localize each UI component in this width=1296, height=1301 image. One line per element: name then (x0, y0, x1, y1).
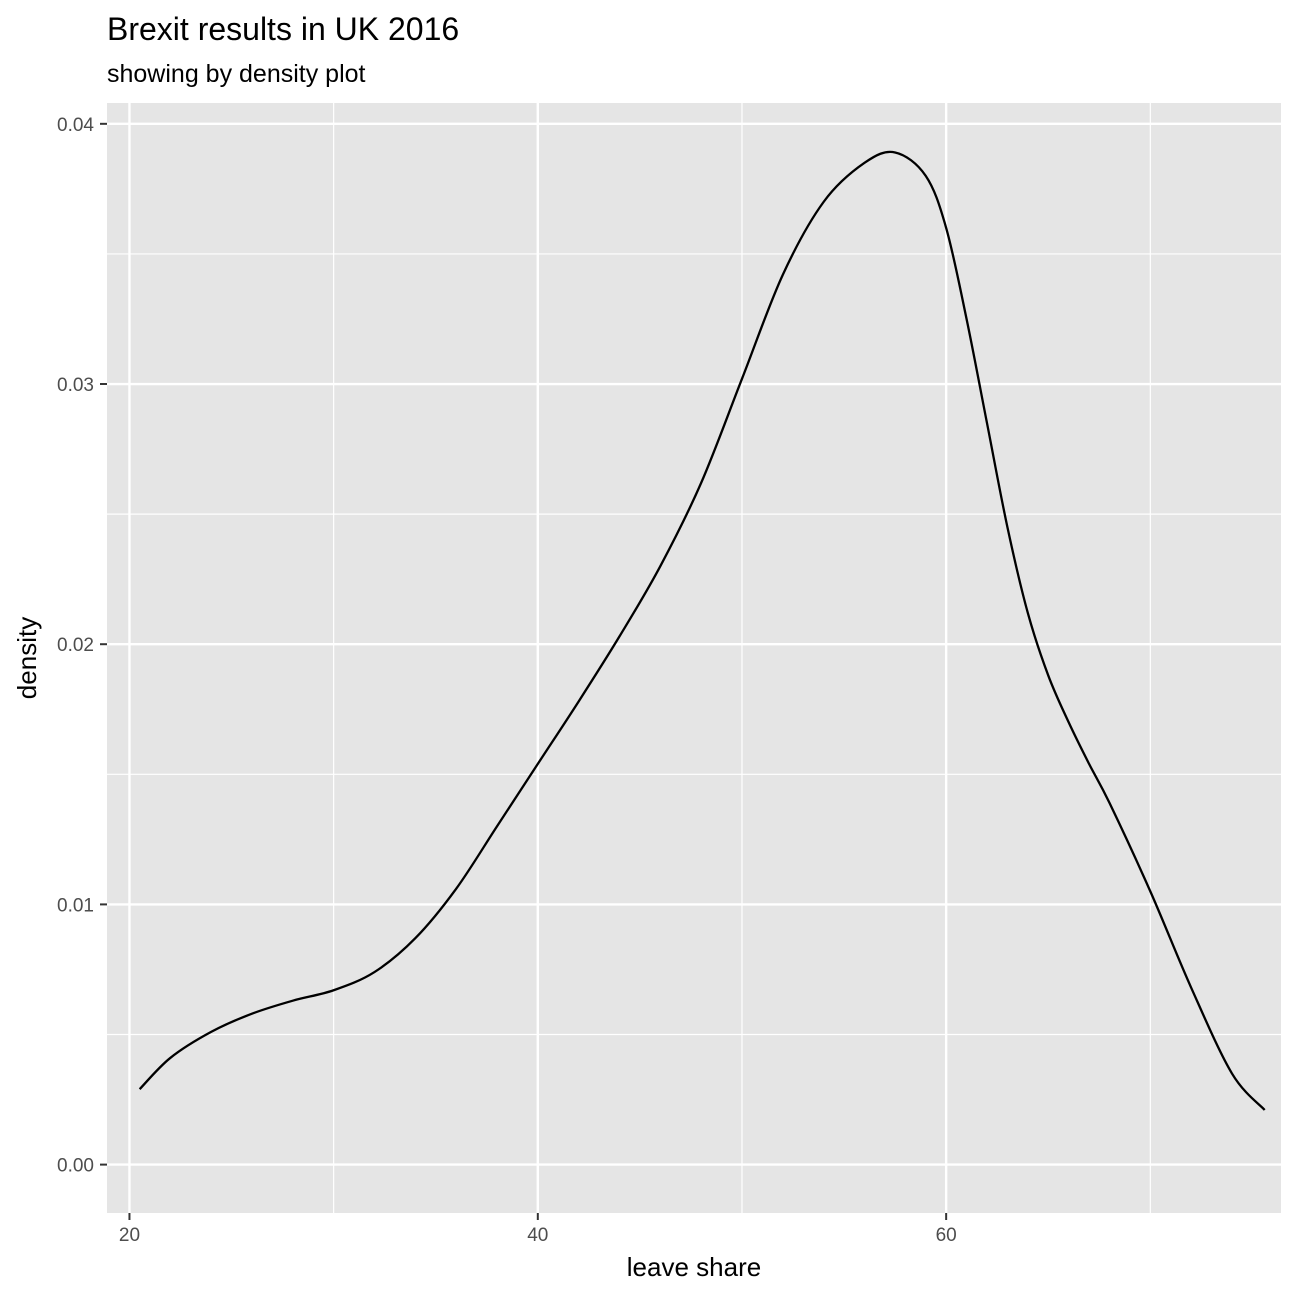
y-axis-title: density (12, 617, 42, 699)
x-tick-label: 40 (527, 1225, 548, 1246)
plot-panel (107, 103, 1281, 1213)
y-tick-label: 0.01 (57, 895, 94, 916)
density-curve (138, 150, 1266, 1111)
minor-gridlines (107, 103, 1281, 1213)
x-tick-label: 60 (936, 1225, 957, 1246)
chart-title: Brexit results in UK 2016 (107, 11, 459, 47)
x-tick-label: 20 (119, 1225, 140, 1246)
chart-subtitle: showing by density plot (107, 60, 366, 88)
major-gridlines (107, 103, 1281, 1213)
y-tick-label: 0.02 (57, 635, 94, 656)
y-tick-label: 0.00 (57, 1156, 94, 1177)
x-axis-title: leave share (627, 1252, 761, 1282)
series-layer (138, 150, 1266, 1111)
y-tick-label: 0.04 (57, 115, 94, 136)
y-axis: 0.00 0.01 0.02 0.03 0.04 (57, 115, 107, 1177)
x-axis: 20 40 60 (119, 1213, 957, 1246)
y-tick-label: 0.03 (57, 375, 94, 396)
